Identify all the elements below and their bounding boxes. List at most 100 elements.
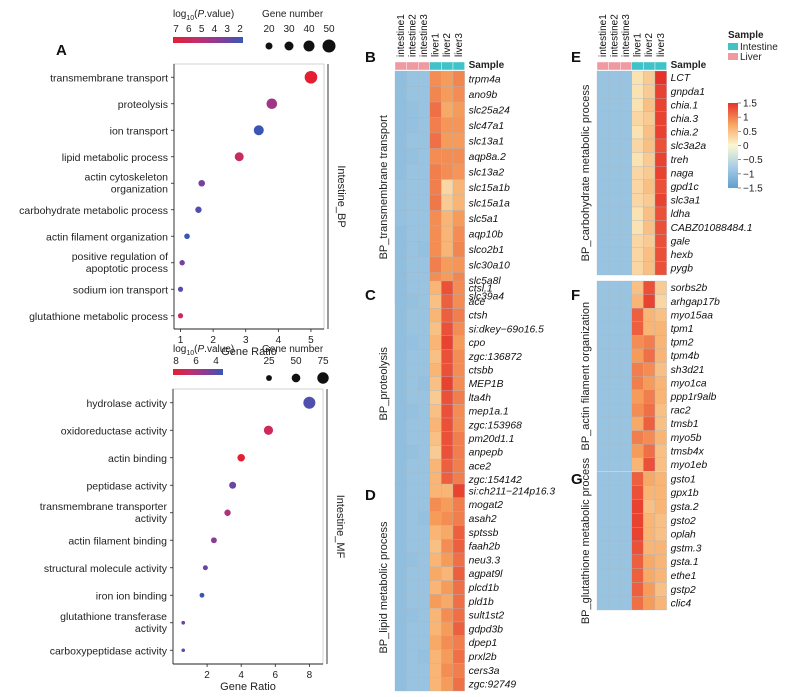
- heat-cell: [441, 390, 454, 405]
- category-label: carboxypeptidase activity: [50, 645, 168, 657]
- heat-cell: [452, 363, 465, 378]
- heat-cell: [394, 663, 407, 678]
- gene-label: slc5a1: [469, 214, 499, 225]
- heat-cell: [643, 179, 656, 194]
- column-label: liver3: [454, 33, 465, 57]
- heat-cell: [418, 117, 430, 134]
- heat-cell: [654, 513, 667, 528]
- heat-cell: [394, 256, 407, 273]
- heat-cell: [631, 111, 644, 126]
- heat-cell: [441, 580, 454, 595]
- heat-cell: [452, 608, 465, 623]
- heat-cell: [643, 220, 656, 235]
- heat-cell: [452, 376, 465, 391]
- heat-cell: [406, 539, 419, 554]
- heat-cell: [608, 348, 621, 363]
- heat-cell: [608, 98, 621, 112]
- gene-label: cpo: [469, 338, 486, 349]
- heat-cell: [643, 234, 656, 248]
- heat-cell: [418, 194, 430, 211]
- heat-cell: [406, 101, 419, 118]
- heat-cell: [620, 70, 632, 85]
- heat-cell: [429, 677, 442, 692]
- heat-cell: [620, 499, 632, 514]
- heat-cell: [406, 431, 419, 446]
- heat-cell: [406, 363, 419, 378]
- heat-cell: [418, 241, 430, 258]
- heatmap-title: BP_proteolysis: [378, 347, 390, 421]
- heat-cell: [631, 70, 644, 85]
- heat-cell: [394, 132, 407, 149]
- heat-cell: [441, 497, 454, 512]
- heat-cell: [596, 362, 609, 377]
- heat-cell: [654, 261, 667, 276]
- heat-cell: [654, 98, 667, 112]
- heat-cell: [596, 234, 609, 248]
- heat-cell: [608, 179, 621, 194]
- heat-cell: [620, 485, 632, 500]
- heat-cell: [654, 485, 667, 500]
- heatmap-column-header-1: intestine1 intestine2 intestine3 liver1 live…: [596, 14, 707, 71]
- heat-cell: [608, 234, 621, 248]
- heat-cell: [608, 403, 621, 418]
- annotation-cell: [596, 61, 609, 71]
- size-legend-title: Gene number: [262, 9, 324, 20]
- heat-cell: [452, 649, 465, 664]
- data-point: [234, 152, 244, 162]
- heat-cell: [429, 308, 442, 323]
- heat-cell: [452, 117, 465, 134]
- size-legend-dot: [303, 40, 315, 52]
- gene-label: MEP1B: [469, 379, 504, 390]
- heat-cell: [406, 349, 419, 364]
- heat-cell: [418, 539, 430, 554]
- heat-cell: [418, 179, 430, 196]
- heat-cell: [394, 148, 407, 165]
- heat-cell: [452, 241, 465, 258]
- heat-cell: [406, 321, 419, 336]
- annotation-cell: [608, 61, 621, 71]
- heat-cell: [452, 225, 465, 242]
- size-legend-value: 75: [317, 356, 329, 367]
- heat-cell: [654, 416, 667, 431]
- heat-cell: [418, 280, 430, 295]
- heat-cell: [654, 111, 667, 126]
- heat-cell: [654, 596, 667, 611]
- gene-label: agpat9l: [469, 569, 503, 580]
- heat-cell: [441, 404, 454, 419]
- heat-cell: [654, 179, 667, 194]
- heat-cell: [452, 552, 465, 567]
- legend-swatch-intestine: [728, 43, 738, 50]
- gene-label: ctsl.1: [469, 283, 493, 294]
- heat-cell: [441, 194, 454, 211]
- heat-cell: [608, 527, 621, 542]
- gene-label: tmsb4x: [671, 446, 705, 457]
- heat-cell: [418, 566, 430, 581]
- heat-cell: [418, 511, 430, 526]
- gene-label: gsta.1: [671, 557, 699, 568]
- heat-cell: [418, 404, 430, 419]
- heatmap-column-header-0: intestine1 intestine2 intestine3 liver1 live…: [394, 14, 505, 71]
- heat-cell: [406, 404, 419, 419]
- heat-cell: [406, 376, 419, 391]
- gene-label: sh3d21: [671, 365, 705, 376]
- gene-label: gale: [671, 236, 691, 247]
- x-axis-title: Gene Ratio: [221, 346, 277, 358]
- heat-cell: [608, 416, 621, 431]
- category-label: oxidoreductase activity: [61, 425, 168, 437]
- heat-cell: [418, 163, 430, 180]
- heat-cell: [452, 321, 465, 336]
- heat-cell: [429, 635, 442, 650]
- heat-cell: [418, 132, 430, 149]
- heat-cell: [608, 376, 621, 390]
- heat-cell: [643, 513, 656, 528]
- heat-cell: [441, 483, 454, 498]
- gene-label: prxl2b: [468, 652, 497, 663]
- category-label: actin cytoskeleton organization: [85, 171, 169, 195]
- heat-cell: [654, 84, 667, 99]
- heat-cell: [620, 280, 632, 295]
- heat-cell: [620, 471, 632, 486]
- heat-cell: [429, 621, 442, 636]
- gene-label: dpep1: [469, 638, 498, 649]
- heat-cell: [429, 163, 442, 180]
